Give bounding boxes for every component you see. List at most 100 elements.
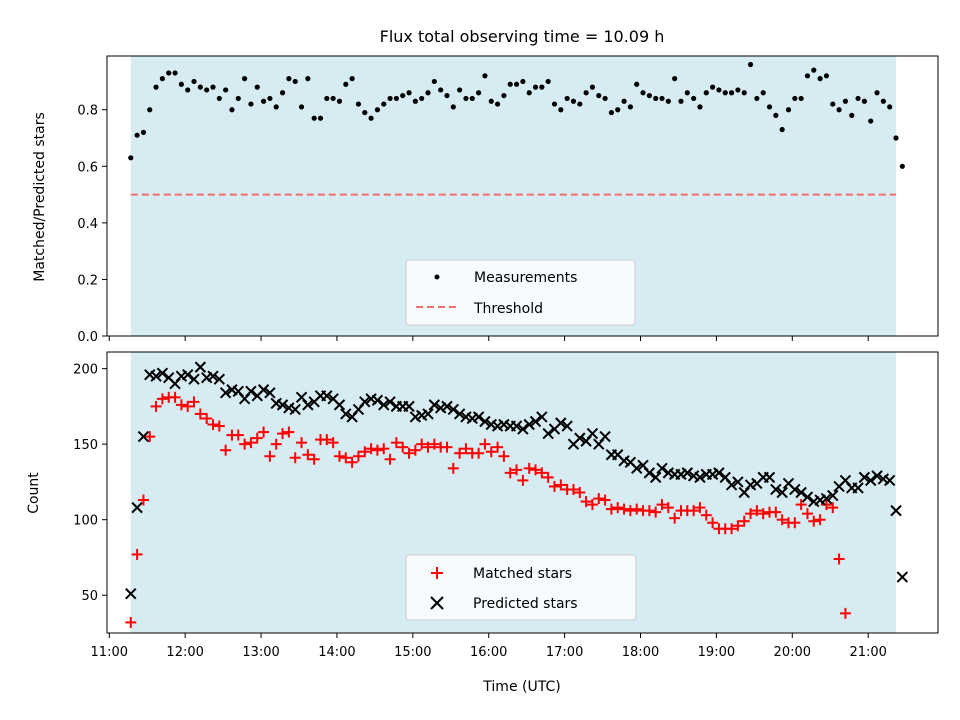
matched-star-point xyxy=(441,441,453,453)
predicted-star-stroke xyxy=(586,427,599,440)
predicted-star-stroke xyxy=(194,361,207,373)
measurement-point xyxy=(298,104,305,110)
predicted-star-point xyxy=(125,588,137,600)
measurement-point xyxy=(817,76,823,82)
predicted-star-point xyxy=(643,467,656,479)
matched-star-point xyxy=(371,444,383,456)
matched-star-point xyxy=(397,441,409,453)
predicted-star-stroke xyxy=(612,449,624,461)
measurement-point xyxy=(716,87,722,93)
matched-star-point xyxy=(359,446,371,458)
matched-star-point xyxy=(624,505,636,517)
measurement-point xyxy=(419,95,425,102)
matched-star-point xyxy=(270,438,282,450)
ratio-panel-frame xyxy=(106,55,939,337)
ratio-panel: 0.00.20.40.60.8 Matched/Predicted stars … xyxy=(32,55,939,345)
predicted-star-point xyxy=(276,399,289,411)
predicted-star-stroke xyxy=(858,471,871,484)
matched-star-point xyxy=(707,517,719,529)
matched-star-point xyxy=(296,437,308,449)
predicted-star-stroke xyxy=(536,411,548,423)
measurement-point xyxy=(710,84,716,90)
matched-star-point xyxy=(688,505,700,517)
measurement-point xyxy=(779,126,785,133)
matched-star-point xyxy=(751,505,763,517)
predicted-star-point xyxy=(694,471,706,484)
predicted-star-stroke xyxy=(795,486,807,499)
predicted-star-point xyxy=(795,486,807,499)
predicted-star-stroke xyxy=(776,486,788,499)
measurement-point xyxy=(147,107,153,113)
predicted-star-stroke xyxy=(144,368,156,381)
measurement-point xyxy=(128,155,134,161)
predicted-star-stroke xyxy=(517,423,529,435)
predicted-star-point xyxy=(789,483,801,496)
matched-star-point xyxy=(662,502,674,514)
matched-star-point xyxy=(346,456,358,468)
matched-star-point xyxy=(447,462,459,474)
predicted-star-point xyxy=(681,467,694,479)
measurement-point xyxy=(185,87,191,93)
predicted-star-point xyxy=(763,471,776,484)
x-tick-label: 13:00 xyxy=(242,645,279,660)
matched-star-point xyxy=(182,400,194,412)
predicted-star-stroke xyxy=(333,399,346,411)
predicted-star-point xyxy=(776,486,788,499)
predicted-star-stroke xyxy=(257,384,270,396)
predicted-star-stroke xyxy=(890,504,902,517)
matched-star-point xyxy=(340,452,352,464)
predicted-star-point xyxy=(302,399,314,411)
measurement-point xyxy=(292,78,298,85)
measurement-point xyxy=(646,92,652,99)
ratio-x-ticks xyxy=(108,336,869,341)
predicted-star-point xyxy=(156,367,169,379)
measurement-point xyxy=(526,90,532,96)
predicted-star-point xyxy=(453,408,466,420)
predicted-star-stroke xyxy=(820,492,833,505)
predicted-star-stroke xyxy=(441,400,453,413)
matched-star-point xyxy=(580,496,592,508)
predicted-star-stroke xyxy=(460,411,472,423)
measurement-point xyxy=(596,92,602,99)
measurement-points xyxy=(128,61,905,169)
predicted-star-point xyxy=(801,491,814,503)
matched-star-point xyxy=(239,438,251,450)
predicted-star-stroke xyxy=(732,476,744,488)
predicted-star-stroke xyxy=(302,399,314,411)
matched-star-point xyxy=(232,429,244,441)
matched-star-point xyxy=(770,506,782,518)
matched-star-point xyxy=(523,462,535,474)
measurement-point xyxy=(893,135,899,141)
matched-star-point xyxy=(327,437,339,449)
predicted-star-stroke xyxy=(896,571,909,583)
measurement-point xyxy=(634,81,640,87)
predicted-star-point xyxy=(447,403,460,416)
measurement-point xyxy=(324,95,330,102)
measurement-point xyxy=(766,104,773,110)
measurement-point xyxy=(197,84,203,90)
predicted-star-point xyxy=(422,408,434,420)
y-tick-label: 0.6 xyxy=(77,160,98,175)
matched-star-point xyxy=(277,428,289,440)
x-tick-label: 21:00 xyxy=(849,645,886,660)
measurement-point xyxy=(899,163,905,169)
measurement-point xyxy=(457,87,463,93)
matched-star-point xyxy=(757,508,769,520)
measurement-point xyxy=(438,87,444,93)
matched-star-point xyxy=(631,503,643,515)
matched-star-point xyxy=(511,464,523,476)
count-y-ticks: 50 100 150 200 xyxy=(73,363,107,604)
measurement-point xyxy=(735,87,741,93)
predicted-star-point xyxy=(852,482,864,494)
matched-star-point xyxy=(795,499,807,511)
predicted-star-point xyxy=(827,489,839,502)
predicted-star-stroke xyxy=(403,400,415,413)
predicted-star-point xyxy=(371,394,384,407)
measurement-point xyxy=(311,115,317,121)
measurement-point xyxy=(248,101,254,107)
predicted-star-stroke xyxy=(125,588,137,600)
legend-threshold-label: Threshold xyxy=(473,301,543,317)
measurement-point xyxy=(343,81,349,87)
ratio-y-ticks: 0.0 0.2 0.4 0.6 0.8 xyxy=(77,104,107,345)
measurement-point xyxy=(286,76,292,82)
